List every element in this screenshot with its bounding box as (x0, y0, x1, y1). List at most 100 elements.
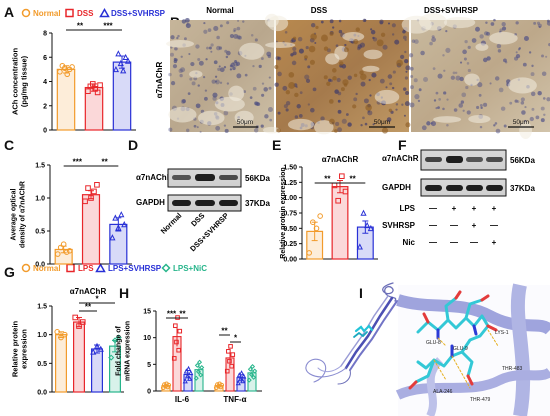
y-tick-label: 0.75 (283, 211, 297, 218)
ihc-nucleus (504, 61, 508, 64)
ihc-stain (353, 38, 359, 45)
ihc-nucleus (467, 45, 471, 49)
blot-d-kda-gapdh: 37KDa (245, 199, 270, 208)
ihc-nucleus (540, 118, 545, 123)
bar (90, 348, 103, 393)
residue-thr479: THR-479 (470, 397, 491, 403)
ihc-nucleus (540, 106, 545, 111)
ihc-nucleus (515, 21, 519, 25)
ihc-stain (340, 87, 345, 92)
legend-g-nic-label: LPS+NiC (173, 264, 207, 273)
ihc-nucleus (219, 81, 223, 84)
panel-j-docking: GLU-9 GLU-8 LYS-1 ALA-246 THR-479 THR-48… (395, 283, 550, 416)
ihc-stain (342, 79, 349, 86)
ihc-stain (380, 32, 386, 37)
data-point (97, 345, 104, 352)
ihc-nucleus (338, 29, 343, 34)
data-point (174, 339, 179, 345)
ihc-nucleus (210, 50, 213, 53)
ihc-nucleus (523, 36, 529, 42)
ihc-nucleus (476, 105, 480, 110)
blot-f-condition-label: SVHRSP (382, 221, 416, 230)
ihc-nucleus (404, 76, 409, 80)
ribbon-strand-main (344, 296, 394, 370)
ihc-nucleus (219, 24, 223, 28)
y-tick-label: 10 (143, 335, 151, 342)
residue-labels: GLU-9 GLU-8 LYS-1 ALA-246 THR-479 THR-48… (426, 330, 523, 403)
ihc-nucleus (418, 88, 422, 92)
data-point (58, 334, 64, 341)
legend-normal-marker (21, 8, 31, 18)
y-axis-label: Relative protein expression (280, 167, 287, 258)
ihc-nucleus (545, 55, 548, 58)
ihc-nucleus (359, 42, 366, 48)
y-axis-label: ACh concentration(pg/mg tissue) (11, 48, 29, 116)
significance-label: ** (179, 310, 186, 319)
ihc-image-dss (276, 20, 409, 132)
ihc-nucleus (233, 62, 239, 67)
ihc-nucleus (298, 113, 303, 118)
data-point (360, 209, 367, 216)
scale-bar-label-normal: 50μm (237, 119, 253, 126)
ihc-nucleus (191, 81, 196, 86)
ihc-nucleus (337, 109, 342, 114)
ihc-nucleus (484, 31, 489, 36)
blot-d-label-gapdh: GAPDH (136, 198, 165, 207)
data-point (226, 349, 231, 354)
ihc-nucleus (258, 64, 262, 69)
legend-g-svhrsp-marker (95, 262, 106, 273)
ihc-nucleus (454, 71, 458, 75)
data-point (306, 250, 312, 256)
ihc-stain (321, 34, 328, 42)
ihc-nucleus (501, 22, 506, 27)
data-point (227, 358, 232, 364)
ihc-nucleus (252, 86, 257, 91)
ihc-stain (332, 76, 337, 81)
y-tick-label: 0.5 (35, 229, 45, 236)
ihc-nucleus (223, 124, 227, 127)
data-point (54, 251, 61, 257)
ihc-nucleus (233, 28, 237, 32)
data-point (184, 373, 191, 379)
data-point (252, 368, 258, 374)
ihc-stain (288, 82, 296, 89)
significance-label: ** (350, 175, 357, 184)
ihc-nucleus (405, 70, 408, 73)
ihc-stain (329, 99, 334, 104)
blot-f-band-gapdh-3 (466, 185, 483, 191)
ihc-nucleus (410, 74, 414, 78)
ihc-nucleus (369, 94, 372, 97)
legend-g-lps-label: LPS (78, 264, 94, 273)
ligand-site-i (354, 324, 374, 333)
data-point (187, 375, 193, 381)
data-point (90, 348, 97, 355)
blot-d-bands (172, 174, 238, 206)
blot-f-kda-a7: 56KDa (510, 156, 535, 165)
legend-g-lps-marker (66, 263, 75, 273)
ihc-nucleus (186, 128, 190, 133)
y-tick-label: 0.00 (283, 257, 297, 264)
data-point (118, 211, 125, 218)
ihc-nucleus (387, 74, 393, 79)
blot-f-condition-mark: — (429, 204, 437, 213)
ihc-nucleus (517, 48, 521, 51)
ihc-nucleus (431, 35, 435, 39)
ihc-stain (343, 83, 348, 87)
ihc-nucleus (353, 97, 358, 102)
ihc-nucleus (277, 71, 282, 77)
ihc-nucleus (203, 21, 206, 25)
ihc-nucleus (320, 116, 325, 121)
ihc-nucleus (496, 43, 502, 49)
ihc-nucleus (490, 22, 495, 26)
blot-f-bands (425, 156, 503, 191)
ihc-nucleus (298, 48, 304, 54)
data-point (76, 323, 82, 329)
chart-title: α7nAChR (322, 155, 359, 164)
ihc-nucleus (480, 106, 483, 110)
ihc-nucleus (274, 82, 279, 87)
ihc-nucleus (528, 51, 532, 54)
blot-f-band-gapdh-1 (425, 185, 442, 191)
ihc-nucleus (260, 57, 264, 60)
ihc-nucleus (312, 87, 317, 92)
